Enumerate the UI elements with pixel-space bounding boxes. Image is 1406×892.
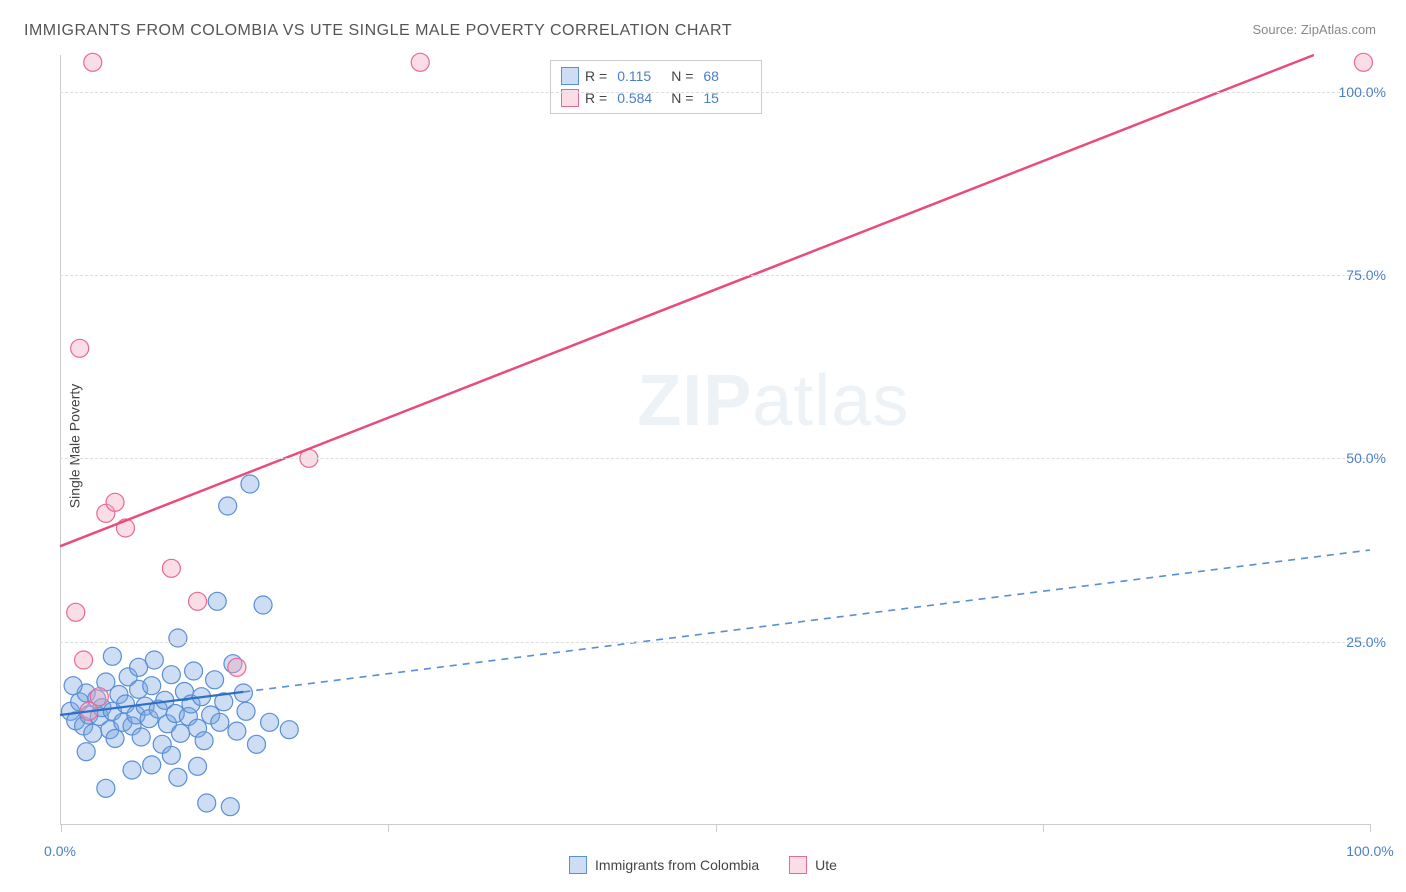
scatter-point [84,724,102,742]
scatter-point [189,592,207,610]
scatter-point [64,677,82,695]
legend-correlation: R = 0.115 N = 68 R = 0.584 N = 15 [550,60,762,114]
scatter-point [241,475,259,493]
legend-item-1: Ute [789,856,837,874]
legend-series: Immigrants from Colombia Ute [569,856,837,874]
scatter-point [185,662,203,680]
legend-label-1: Ute [815,857,837,873]
scatter-point [84,53,102,71]
scatter-point [162,666,180,684]
scatter-point [206,671,224,689]
scatter-point [254,596,272,614]
scatter-point [132,728,150,746]
scatter-point [67,603,85,621]
scatter-point [106,729,124,747]
n-value-0: 68 [703,68,751,84]
gridline-h [60,458,1370,459]
scatter-point [97,779,115,797]
scatter-point [75,651,93,669]
scatter-point [198,794,216,812]
scatter-point [162,746,180,764]
trend-line-dashed [243,550,1370,692]
chart-svg [60,55,1370,825]
r-label: R = [585,68,607,84]
y-tick-label: 50.0% [1346,450,1386,466]
scatter-point [411,53,429,71]
legend-label-0: Immigrants from Colombia [595,857,759,873]
scatter-point [71,339,89,357]
scatter-point [221,798,239,816]
scatter-point [143,677,161,695]
scatter-point [123,761,141,779]
scatter-point [143,756,161,774]
x-tick-label: 100.0% [1346,843,1393,859]
scatter-point [103,647,121,665]
scatter-point [208,592,226,610]
gridline-h [60,92,1370,93]
y-tick-label: 100.0% [1339,84,1386,100]
legend-item-0: Immigrants from Colombia [569,856,759,874]
scatter-point [169,629,187,647]
x-tick-label: 0.0% [44,843,76,859]
scatter-point [1354,53,1372,71]
n-label: N = [671,68,693,84]
scatter-point [195,732,213,750]
scatter-point [248,735,266,753]
legend-swatch-0 [561,67,579,85]
scatter-point [169,768,187,786]
scatter-point [280,721,298,739]
scatter-point [219,497,237,515]
gridline-h [60,275,1370,276]
scatter-point [172,724,190,742]
scatter-point [261,713,279,731]
scatter-point [77,743,95,761]
legend-row-series-0: R = 0.115 N = 68 [561,65,751,87]
legend-swatch-0b [569,856,587,874]
y-tick-label: 75.0% [1346,267,1386,283]
scatter-point [106,493,124,511]
scatter-point [237,702,255,720]
scatter-point [162,559,180,577]
gridline-h [60,642,1370,643]
scatter-point [189,757,207,775]
trend-line-solid [60,55,1314,546]
scatter-point [130,658,148,676]
scatter-point [228,722,246,740]
chart-title: IMMIGRANTS FROM COLOMBIA VS UTE SINGLE M… [24,22,732,40]
legend-swatch-1b [789,856,807,874]
r-value-0: 0.115 [617,68,665,84]
scatter-point [228,658,246,676]
source-attribution: Source: ZipAtlas.com [1252,22,1376,37]
y-tick-label: 25.0% [1346,634,1386,650]
legend-row-series-1: R = 0.584 N = 15 [561,87,751,109]
scatter-point [211,713,229,731]
